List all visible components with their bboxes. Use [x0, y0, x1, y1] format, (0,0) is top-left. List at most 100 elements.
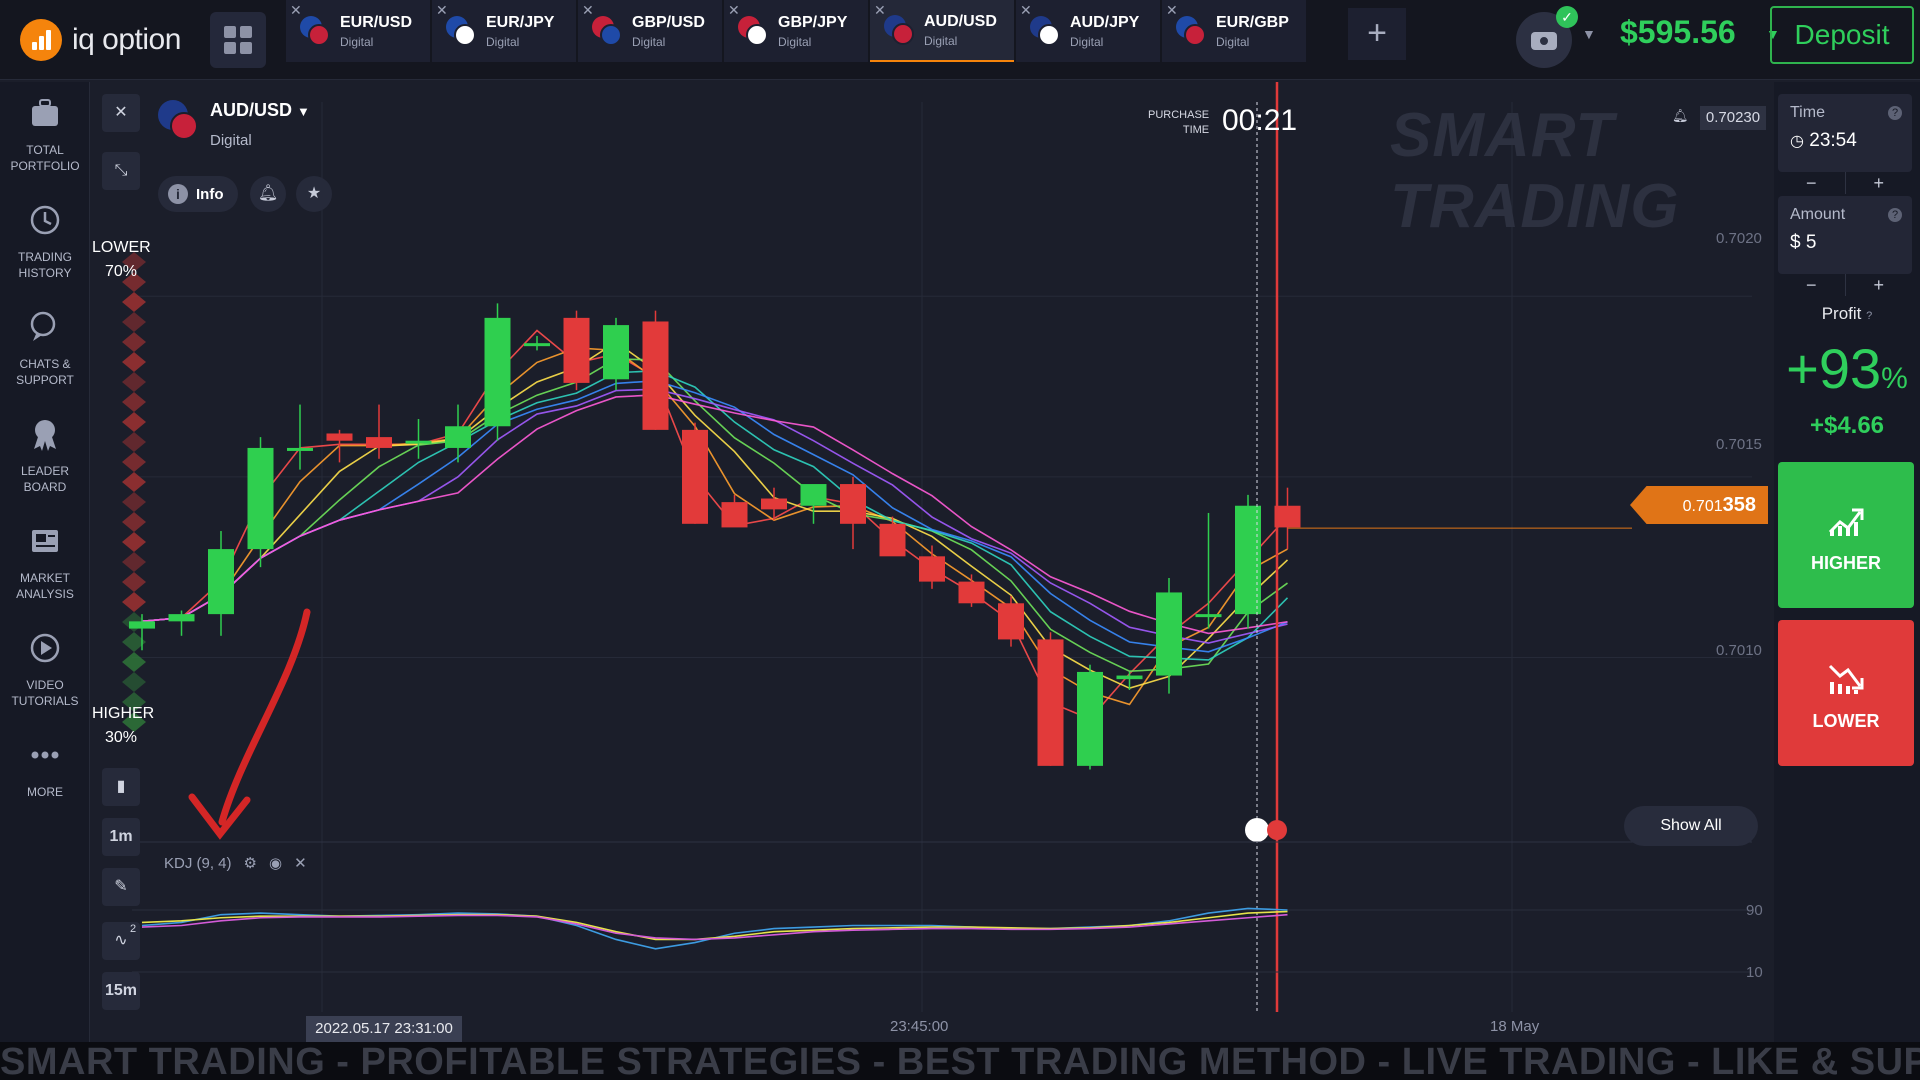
candle-body: [603, 325, 629, 380]
higher-button[interactable]: HIGHER: [1778, 462, 1914, 608]
plus-button: +: [1873, 173, 1884, 193]
price-axis-label: 0.7020: [1716, 230, 1762, 247]
asset-tab[interactable]: ✕ GBP/USD Digital: [578, 0, 722, 62]
sidebar-item-support[interactable]: CHATS & SUPPORT: [0, 310, 90, 388]
indicators-icon[interactable]: ∿ 2: [102, 922, 140, 960]
show-all-button[interactable]: Show All: [1624, 806, 1758, 846]
asset-tab[interactable]: ✕ EUR/JPY Digital: [432, 0, 576, 62]
amount-field[interactable]: Amount ? $ 5: [1778, 196, 1912, 274]
candle-body: [1116, 675, 1143, 680]
asset-tab[interactable]: ✕ AUD/USD Digital: [870, 0, 1014, 62]
asset-selector[interactable]: AUD/USD ▼: [210, 100, 310, 120]
indicator-header: KDJ (9, 4) ⚙ ◉ ✕: [164, 854, 307, 873]
candle-body: [958, 581, 985, 604]
lower-button[interactable]: LOWER: [1778, 620, 1914, 766]
currency-flag-icon: [446, 16, 476, 46]
draw-icon[interactable]: ✎: [102, 868, 140, 906]
sidebar-item-analysis[interactable]: MARKET ANALYSIS: [0, 524, 90, 602]
close-icon[interactable]: ✕: [294, 855, 307, 872]
candle-body: [800, 484, 827, 506]
timeframe-button[interactable]: 15m: [102, 972, 140, 1010]
asset-grid-button[interactable]: [210, 12, 266, 68]
deposit-button[interactable]: Deposit: [1770, 6, 1914, 64]
time-axis-label: 23:45:00: [890, 1018, 949, 1035]
collapse-icon[interactable]: ⤡: [102, 152, 140, 190]
trade-panel: Time ? ◷ 23:54 − + Amount ? $ 5 − + Profit…: [1774, 82, 1920, 1042]
currency-flag-icon: [1176, 16, 1206, 46]
sentiment-marker: [122, 372, 146, 392]
price-chart[interactable]: [92, 82, 1772, 1040]
asset-tab[interactable]: ✕ GBP/JPY Digital: [724, 0, 868, 62]
sentiment-marker: [122, 652, 146, 672]
eye-icon[interactable]: ◉: [268, 855, 283, 872]
higher-sentiment: HIGHER 30%: [92, 705, 155, 746]
sentiment-marker: [122, 312, 146, 332]
candle-body: [1195, 614, 1222, 618]
candle-body: [247, 447, 274, 550]
tab-pair: EUR/GBP: [1216, 13, 1289, 31]
screenshot-button[interactable]: ✓: [1516, 6, 1578, 68]
time-stepper[interactable]: − +: [1778, 172, 1912, 194]
candle-body: [484, 317, 511, 427]
close-icon[interactable]: ✕: [436, 2, 448, 18]
close-icon[interactable]: ✕: [874, 2, 886, 18]
asset-tab[interactable]: ✕ AUD/JPY Digital: [1016, 0, 1160, 62]
chevron-down-icon[interactable]: ▼: [1766, 26, 1780, 42]
tab-pair: AUD/USD: [924, 12, 997, 30]
bell-icon[interactable]: 🔔︎: [250, 176, 286, 212]
close-icon[interactable]: ✕: [728, 2, 740, 18]
moving-average-line: [141, 329, 1289, 720]
currency-flag-icon: [1030, 16, 1060, 46]
candle-body: [1274, 505, 1301, 528]
amount-stepper[interactable]: − +: [1778, 274, 1912, 296]
candle-body: [919, 556, 945, 582]
info-button[interactable]: i Info: [158, 176, 238, 212]
timeframe-button[interactable]: 1m: [102, 818, 140, 856]
indicator-axis-label: 90: [1746, 902, 1763, 919]
watermark: SMART TRADING: [1390, 101, 1680, 241]
sidebar: TOTAL PORTFOLIO TRADING HISTORY CHATS & …: [0, 82, 90, 1042]
price-alert-icon[interactable]: 🔔︎: [1672, 108, 1689, 123]
sidebar-item-tutorials[interactable]: VIDEO TUTORIALS: [0, 631, 90, 709]
tab-pair: GBP/JPY: [778, 13, 848, 31]
close-icon[interactable]: ✕: [290, 2, 302, 18]
add-tab-button[interactable]: +: [1348, 8, 1406, 60]
time-field[interactable]: Time ? ◷ 23:54: [1778, 94, 1912, 172]
trend-up-icon: [1828, 508, 1864, 536]
close-chart-button[interactable]: ✕: [102, 94, 140, 132]
logo[interactable]: iq option: [20, 12, 181, 68]
sentiment-marker: [122, 432, 146, 452]
minus-button: −: [1778, 274, 1846, 296]
sidebar-item-portfolio[interactable]: TOTAL PORTFOLIO: [0, 96, 90, 174]
flag-icon: [1267, 820, 1287, 840]
sentiment-marker: [122, 272, 146, 292]
help-icon[interactable]: ?: [1888, 106, 1902, 120]
sidebar-item-board[interactable]: LEADER BOARD: [0, 417, 90, 495]
moving-average-line: [141, 341, 1289, 690]
close-icon[interactable]: ✕: [582, 2, 594, 18]
candle-body: [326, 433, 353, 441]
tab-type: Digital: [486, 34, 520, 49]
ticker-banner: SMART TRADING - PROFITABLE STRATEGIES - …: [0, 1042, 1920, 1080]
star-icon[interactable]: ★: [296, 176, 332, 212]
plus-button: +: [1873, 275, 1884, 295]
clock-icon: ◷: [1790, 133, 1804, 150]
sentiment-marker: [122, 592, 146, 612]
sentiment-marker: [122, 572, 146, 592]
asset-tab[interactable]: ✕ EUR/USD Digital: [286, 0, 430, 62]
account-balance[interactable]: $595.56: [1620, 14, 1736, 50]
chevron-down-icon[interactable]: ▼: [1582, 26, 1596, 42]
candle-body: [524, 343, 550, 347]
sidebar-item-more[interactable]: MORE: [0, 738, 90, 800]
candle-body: [1077, 671, 1103, 766]
asset-tab[interactable]: ✕ EUR/GBP Digital: [1162, 0, 1306, 62]
close-icon[interactable]: ✕: [1020, 2, 1032, 18]
help-icon[interactable]: ?: [1888, 208, 1902, 222]
sentiment-marker: [122, 392, 146, 412]
gear-icon[interactable]: ⚙: [243, 855, 257, 872]
sentiment-marker: [122, 692, 146, 712]
sidebar-item-history[interactable]: TRADING HISTORY: [0, 203, 90, 281]
close-icon[interactable]: ✕: [1166, 2, 1178, 18]
chart-type-icon[interactable]: ▮: [102, 768, 140, 806]
more-icon: [31, 751, 59, 759]
